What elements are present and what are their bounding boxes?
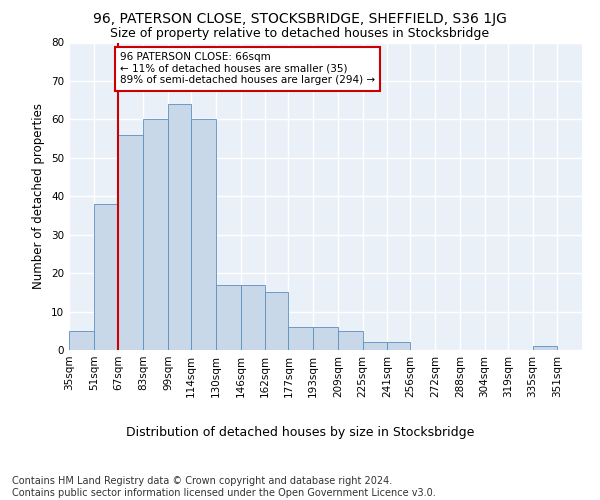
Bar — [69, 331, 94, 350]
Bar — [143, 120, 168, 350]
Bar — [118, 134, 143, 350]
Text: 96 PATERSON CLOSE: 66sqm
← 11% of detached houses are smaller (35)
89% of semi-d: 96 PATERSON CLOSE: 66sqm ← 11% of detach… — [120, 52, 375, 86]
Bar — [362, 342, 388, 350]
Bar — [313, 327, 338, 350]
Bar — [265, 292, 289, 350]
Text: 96, PATERSON CLOSE, STOCKSBRIDGE, SHEFFIELD, S36 1JG: 96, PATERSON CLOSE, STOCKSBRIDGE, SHEFFI… — [93, 12, 507, 26]
Bar — [216, 284, 241, 350]
Bar — [191, 120, 216, 350]
Bar — [533, 346, 557, 350]
Y-axis label: Number of detached properties: Number of detached properties — [32, 104, 46, 289]
Bar — [168, 104, 191, 350]
Bar — [289, 327, 313, 350]
Bar — [94, 204, 118, 350]
Text: Contains HM Land Registry data © Crown copyright and database right 2024.
Contai: Contains HM Land Registry data © Crown c… — [12, 476, 436, 498]
Bar — [388, 342, 410, 350]
Bar — [338, 331, 362, 350]
Text: Distribution of detached houses by size in Stocksbridge: Distribution of detached houses by size … — [126, 426, 474, 439]
Text: Size of property relative to detached houses in Stocksbridge: Size of property relative to detached ho… — [110, 28, 490, 40]
Bar — [241, 284, 265, 350]
